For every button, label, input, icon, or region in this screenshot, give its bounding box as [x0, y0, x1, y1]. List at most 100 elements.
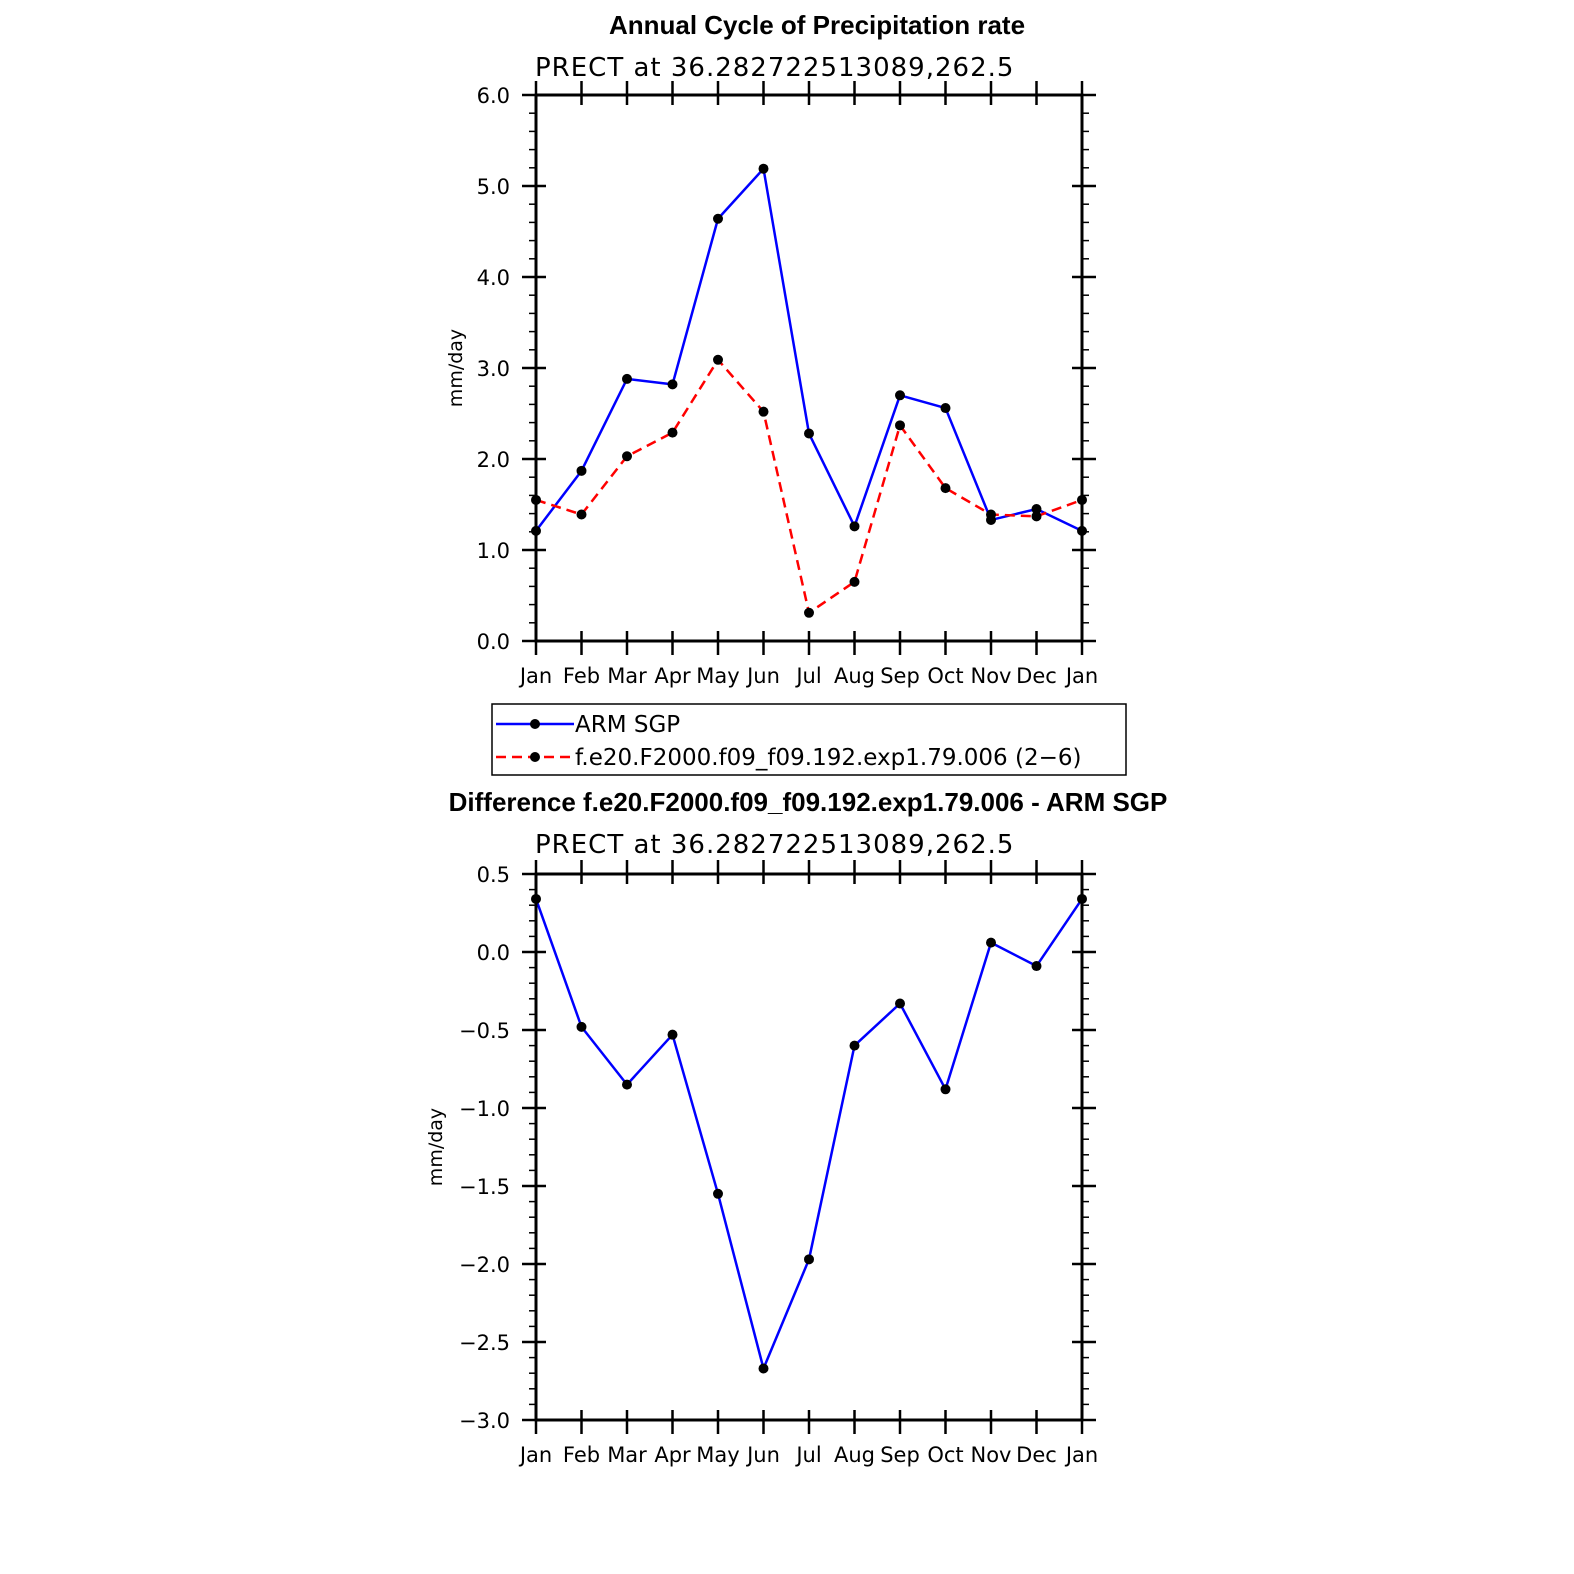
plot-frame: [534, 872, 1084, 1422]
y-tick-labels: 0.0 1.0 2.0 3.0 4.0 5.0 6.0: [477, 84, 510, 654]
data-point: [758, 406, 769, 417]
y-tick-label: 0.0: [477, 941, 510, 965]
x-tick-label: Jan: [1064, 1443, 1098, 1467]
x-tick-labels: Jan Feb Mar Apr May Jun Jul Aug Sep Oct Nov Dec Jan: [518, 1443, 1098, 1467]
legend-entry-model: f.e20.F2000.f09_f09.192.exp1.79.006 (2−6…: [496, 745, 1081, 771]
data-point: [576, 465, 587, 476]
data-point: [895, 998, 905, 1009]
chart-title: Annual Cycle of Precipitation rate: [609, 10, 1025, 40]
x-tick-label: Jul: [794, 664, 821, 688]
data-point: [895, 390, 905, 401]
data-point: [849, 1040, 860, 1051]
x-tick-label: Jun: [745, 1443, 780, 1467]
y-axis-label: mm/day: [425, 1108, 447, 1186]
data-point: [1031, 504, 1042, 515]
data-point: [1031, 511, 1042, 522]
legend-marker-arm-sgp: [530, 719, 540, 729]
y-axis-label: mm/day: [445, 329, 467, 407]
y-tick-label: 3.0: [477, 357, 510, 381]
x-tick-label: Aug: [834, 1443, 875, 1467]
legend-box: [491, 703, 1127, 776]
x-tick-label: May: [696, 1443, 739, 1467]
series-points: [531, 163, 1087, 618]
x-tick-label: Jan: [1064, 664, 1098, 688]
y-tick-label: 0.0: [477, 630, 510, 654]
series-lines: [535, 167, 1083, 615]
x-tick-label: Oct: [927, 664, 963, 688]
data-point: [895, 420, 905, 431]
series-lines: [534, 898, 1084, 1370]
y-tick-label: 2.0: [477, 448, 510, 472]
legend-label-model: f.e20.F2000.f09_f09.192.exp1.79.006 (2−6…: [575, 745, 1081, 771]
data-point: [986, 509, 996, 520]
y-tick-label: −3.0: [459, 1409, 510, 1433]
series-points: [531, 893, 1087, 1374]
data-point: [804, 607, 814, 618]
y-tick-label: 5.0: [477, 175, 510, 199]
data-point: [1031, 961, 1042, 972]
data-point: [940, 483, 951, 494]
data-point: [622, 373, 632, 384]
chart-subtitle: PRECT at 36.282722513089,262.5: [535, 53, 1014, 83]
chart-subtitle: PRECT at 36.282722513089,262.5: [535, 830, 1014, 860]
x-tick-label: May: [696, 664, 739, 688]
y-tick-label: 4.0: [477, 266, 510, 290]
data-point: [622, 1079, 632, 1090]
data-point: [667, 379, 678, 390]
data-point: [667, 1029, 678, 1040]
x-tick-label: Mar: [607, 664, 647, 688]
y-tick-label: −1.0: [459, 1097, 510, 1121]
y-tick-label: 0.5: [477, 863, 510, 887]
x-tick-label: Dec: [1016, 664, 1057, 688]
y-tick-label: −1.5: [459, 1175, 510, 1199]
x-tick-label: Feb: [563, 664, 600, 688]
data-point: [804, 1254, 814, 1265]
x-tick-label: Oct: [927, 1443, 963, 1467]
series-line-0: [535, 167, 1083, 533]
x-tick-label: Nov: [971, 664, 1012, 688]
major-ticks: [522, 860, 1096, 1434]
data-point: [667, 427, 678, 438]
x-tick-label: Jun: [745, 664, 780, 688]
legend-entry-arm-sgp: ARM SGP: [496, 712, 680, 738]
data-point: [576, 1021, 587, 1032]
x-tick-label: Sep: [880, 1443, 920, 1467]
precip-difference-chart: Difference f.e20.F2000.f09_f09.192.exp1.…: [425, 787, 1167, 1467]
y-tick-label: −0.5: [459, 1019, 510, 1043]
series-line-0: [534, 898, 1084, 1370]
data-point: [713, 354, 723, 365]
y-tick-label: 1.0: [477, 539, 510, 563]
y-tick-label: 6.0: [477, 84, 510, 108]
data-point: [940, 403, 951, 414]
x-tick-label: Mar: [607, 1443, 647, 1467]
legend-label-arm-sgp: ARM SGP: [575, 712, 680, 738]
x-tick-label: Apr: [654, 664, 691, 688]
x-tick-label: Aug: [834, 664, 875, 688]
plot-frame: [534, 93, 1084, 643]
x-tick-label: Apr: [654, 1443, 691, 1467]
y-tick-label: −2.0: [459, 1253, 510, 1277]
x-tick-label: Jul: [794, 1443, 821, 1467]
precip-annual-cycle-chart: Annual Cycle of Precipitation rate PRECT…: [445, 10, 1127, 776]
major-ticks: [522, 81, 1096, 655]
x-tick-label: Jan: [518, 1443, 552, 1467]
x-tick-labels: Jan Feb Mar Apr May Jun Jul Aug Sep Oct Nov Dec Jan: [518, 664, 1098, 688]
x-tick-label: Nov: [971, 1443, 1012, 1467]
data-point: [622, 451, 632, 462]
data-point: [804, 428, 814, 439]
data-point: [849, 521, 860, 532]
data-point: [849, 576, 860, 587]
data-point: [940, 1084, 951, 1095]
chart-title: Difference f.e20.F2000.f09_f09.192.exp1.…: [449, 787, 1168, 817]
x-tick-label: Feb: [563, 1443, 600, 1467]
minor-ticks: [529, 888, 1089, 1406]
data-point: [713, 213, 723, 224]
legend-marker-model: [530, 752, 540, 762]
x-tick-label: Dec: [1016, 1443, 1057, 1467]
x-tick-label: Sep: [880, 664, 920, 688]
y-tick-labels: −3.0 −2.5 −2.0 −1.5 −1.0 −0.5 0.0 0.5: [459, 863, 510, 1433]
data-point: [986, 937, 996, 948]
data-point: [713, 1188, 723, 1199]
y-tick-label: −2.5: [459, 1331, 510, 1355]
